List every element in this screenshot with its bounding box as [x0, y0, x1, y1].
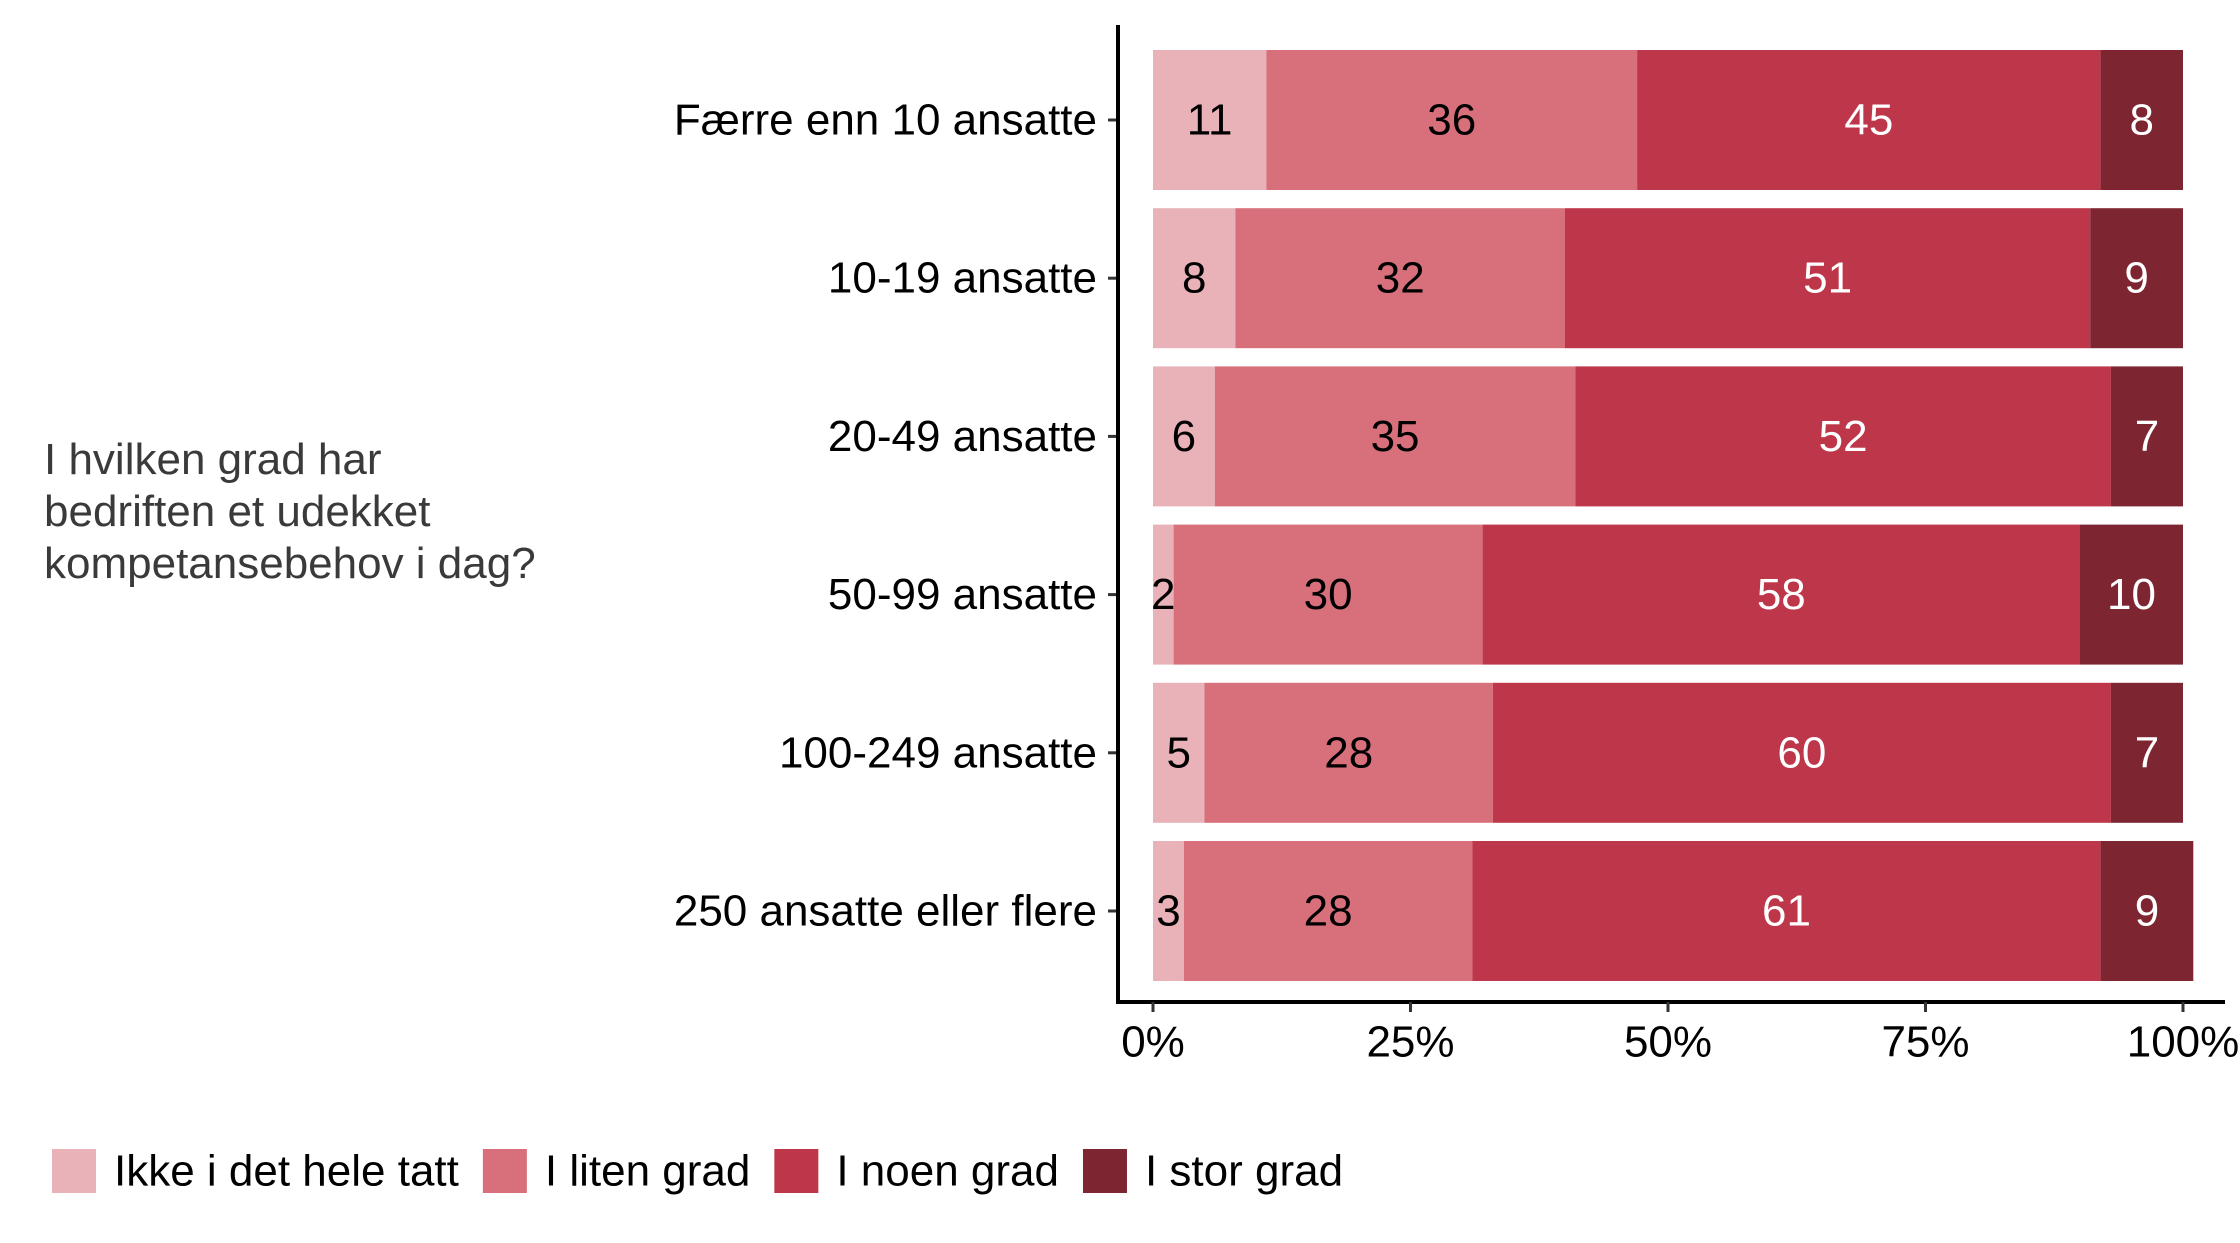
data-label: 5 [1167, 728, 1191, 777]
bar-segment [1575, 366, 2111, 507]
x-tick-label: 50% [1624, 1018, 1712, 1067]
bar-segment [2090, 208, 2183, 349]
legend: Ikke i det hele tatt I liten grad I noen g… [52, 1147, 1343, 1196]
bar-row: 5 28 60 7 [1153, 682, 2183, 823]
legend-swatch [52, 1149, 96, 1193]
data-label: 7 [2135, 728, 2159, 777]
y-tick-label: 50-99 ansatte [828, 570, 1097, 619]
bar-row: 3 28 61 9 [1153, 841, 2194, 981]
data-label: 36 [1427, 96, 1476, 145]
bar-segment [1153, 524, 1174, 665]
legend-swatch [482, 1149, 527, 1193]
data-label: 60 [1777, 728, 1826, 777]
y-tick-label: 20-49 ansatte [828, 412, 1097, 461]
y-axis-title-text: I hvilken grad har bedriften et udekket ko… [44, 435, 536, 588]
y-tick-label: 100-249 ansatte [779, 728, 1097, 777]
y-tick-label: 10-19 ansatte [828, 254, 1097, 303]
bar-segment [1266, 50, 1638, 190]
data-label: 7 [2135, 412, 2159, 461]
legend-label: Ikke i det hele tatt [114, 1147, 459, 1196]
y-axis-title: I hvilken grad har bedriften et udekket ko… [44, 435, 536, 588]
data-label: 58 [1757, 570, 1806, 619]
bar-segment [1472, 841, 2101, 981]
y-tick-label: Færre enn 10 ansatte [674, 96, 1097, 145]
bar-segment [2110, 682, 2183, 823]
data-label: 28 [1324, 728, 1373, 777]
legend-item: I liten grad [482, 1147, 750, 1196]
data-label: 35 [1371, 412, 1420, 461]
bar-segment [1565, 208, 2091, 349]
bar-segment [1153, 682, 1205, 823]
bar-segment [2110, 366, 2183, 507]
data-label: 9 [2124, 254, 2148, 303]
y-axis-title-line: bedriften et udekket [44, 487, 430, 536]
data-label: 52 [1819, 412, 1868, 461]
data-label: 8 [2130, 96, 2154, 145]
data-label: 8 [1182, 254, 1206, 303]
legend-item: I stor grad [1082, 1147, 1343, 1196]
bar-row: 8 32 51 9 [1153, 208, 2183, 349]
data-label: 30 [1304, 570, 1353, 619]
legend-swatch [774, 1149, 819, 1193]
bar-segment [1153, 50, 1267, 190]
bar-segment [2080, 524, 2183, 665]
data-label: 2 [1151, 570, 1175, 619]
bar-segment [1153, 841, 1184, 981]
x-tick-label: 0% [1121, 1018, 1185, 1067]
data-label: 32 [1376, 254, 1425, 303]
data-label: 28 [1304, 887, 1353, 936]
data-label: 11 [1187, 96, 1233, 145]
y-tick-label: 250 ansatte eller flere [674, 887, 1097, 936]
data-label: 6 [1172, 412, 1196, 461]
data-label: 61 [1762, 887, 1811, 936]
legend-label: I stor grad [1145, 1147, 1343, 1196]
bar-segment [1153, 366, 1215, 507]
x-tick-label: 25% [1366, 1018, 1454, 1067]
data-label: 9 [2135, 887, 2159, 936]
bar-segment [1235, 208, 1565, 349]
bar-segment [1637, 50, 2101, 190]
legend-label: I liten grad [545, 1147, 750, 1196]
x-tick-label: 100% [2127, 1018, 2240, 1067]
legend-swatch [1082, 1149, 1127, 1193]
data-label: 51 [1803, 254, 1852, 303]
legend-item: I noen grad [774, 1147, 1059, 1196]
axes: Færre enn 10 ansatte 10-19 ansatte 20-49 a… [674, 25, 2239, 1067]
data-label: 3 [1156, 887, 1180, 936]
bar-segment [1153, 208, 1236, 349]
bar-segment [2100, 50, 2183, 190]
y-axis-title-line: I hvilken grad har [44, 435, 382, 484]
bar-segment [1482, 524, 2080, 665]
data-label: 10 [2107, 570, 2156, 619]
bar-segment [1173, 524, 1483, 665]
bar-segment [1204, 682, 1493, 823]
bar-row: 6 35 52 7 [1153, 366, 2183, 507]
x-tick-label: 75% [1881, 1018, 1969, 1067]
bar-segment [1183, 841, 1473, 981]
bar-row: 2 30 58 10 [1151, 524, 2183, 665]
bar-segment [1214, 366, 1576, 507]
legend-item: Ikke i det hele tatt [52, 1147, 459, 1196]
legend-label: I noen grad [836, 1147, 1059, 1196]
bar-row: 11 36 45 8 [1153, 50, 2183, 190]
bar-segment [2100, 841, 2194, 981]
y-axis-title-line: kompetansebehov i dag? [44, 539, 536, 588]
data-label: 45 [1844, 96, 1893, 145]
bars: 11 36 45 8 8 32 51 9 6 35 52 7 2 30 58 10 5 28 60 7 3 28 61 9 [1151, 50, 2194, 981]
bar-segment [1492, 682, 2111, 823]
